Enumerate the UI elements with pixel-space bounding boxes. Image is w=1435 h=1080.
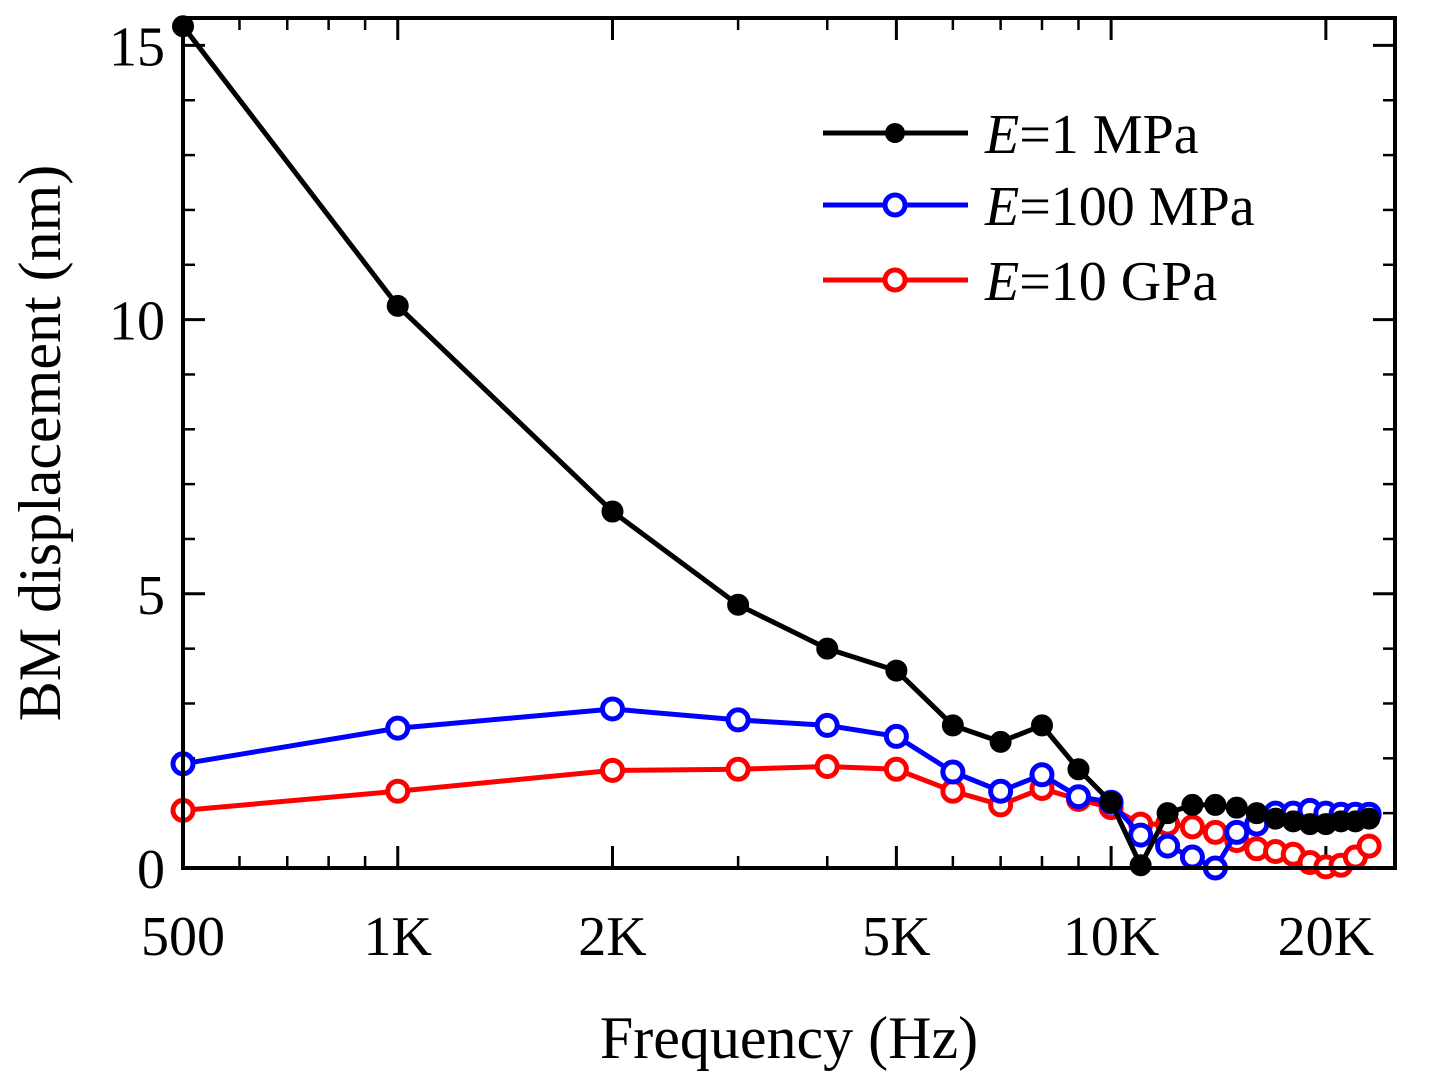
data-point [725, 707, 751, 733]
legend-marker [882, 192, 908, 218]
data-point [601, 500, 624, 523]
data-point [816, 637, 839, 660]
data-point [1224, 819, 1250, 845]
data-point [814, 712, 840, 738]
x-tick-label: 20K [1278, 906, 1374, 968]
data-point [1264, 807, 1287, 830]
x-tick-label: 1K [364, 906, 432, 968]
data-point [1155, 833, 1181, 859]
data-point [1100, 791, 1123, 814]
data-point [1204, 793, 1227, 816]
data-point [385, 778, 411, 804]
data-point [1202, 819, 1228, 845]
data-point [1179, 844, 1205, 870]
data-point [883, 756, 909, 782]
data-point [885, 659, 908, 682]
data-point [988, 778, 1014, 804]
plot-frame [181, 16, 1397, 870]
data-point [1181, 793, 1204, 816]
legend-label: E=10 GPa [984, 251, 1217, 313]
data-point [1065, 784, 1091, 810]
y-tick-label: 0 [137, 839, 165, 901]
data-point [1245, 802, 1268, 825]
x-tick-label: 2K [578, 906, 646, 968]
legend-italic-symbol: E [984, 104, 1019, 166]
legend-entry: E=100 MPa [823, 176, 1255, 238]
data-point [1029, 762, 1055, 788]
legend-marker [885, 123, 905, 143]
minor-ticks [183, 18, 1395, 868]
legend-label: E=1 MPa [984, 104, 1199, 166]
x-tick-label: 10K [1063, 906, 1159, 968]
series-0 [172, 15, 1381, 877]
legend-marker [882, 267, 908, 293]
data-point [599, 696, 625, 722]
data-point [1030, 714, 1053, 737]
data-point [1067, 758, 1090, 781]
legend-label-rest: =100 MPa [1019, 176, 1255, 238]
x-tick-label: 500 [141, 906, 225, 968]
data-point [1179, 814, 1205, 840]
y-tick-label: 5 [137, 565, 165, 627]
legend-label-rest: =1 MPa [1019, 104, 1199, 166]
legend-entry: E=10 GPa [823, 251, 1217, 313]
data-point [599, 757, 625, 783]
series-1 [170, 696, 1382, 881]
data-point [1128, 822, 1154, 848]
data-point [989, 730, 1012, 753]
data-point [1129, 854, 1152, 877]
data-point [385, 715, 411, 741]
major-ticks [181, 18, 1395, 870]
x-axis-title: Frequency (Hz) [600, 1005, 978, 1071]
series-line [182, 706, 1370, 871]
data-point [1156, 802, 1179, 825]
data-point [727, 593, 750, 616]
y-tick-labels: 0 5 10 15 [109, 16, 165, 901]
data-point [1358, 807, 1381, 830]
legend-italic-symbol: E [984, 251, 1019, 313]
data-point [941, 714, 964, 737]
data-point [386, 294, 409, 317]
legend-italic-symbol: E [984, 176, 1019, 238]
data-point [1356, 833, 1382, 859]
data-point [1225, 796, 1248, 819]
y-tick-label: 15 [109, 16, 165, 78]
data-point [814, 754, 840, 780]
x-tick-label: 5K [862, 906, 930, 968]
x-tick-labels: 500 1K 2K 5K 10K 20K [141, 906, 1374, 968]
data-point [725, 756, 751, 782]
legend-entry: E=1 MPa [823, 104, 1199, 166]
y-axis-title: BM displacement (nm) [7, 165, 73, 722]
data-point [940, 759, 966, 785]
legend-label: E=100 MPa [984, 176, 1255, 238]
y-tick-label: 10 [109, 291, 165, 353]
data-point [883, 723, 909, 749]
legend-label-rest: =10 GPa [1019, 251, 1217, 313]
